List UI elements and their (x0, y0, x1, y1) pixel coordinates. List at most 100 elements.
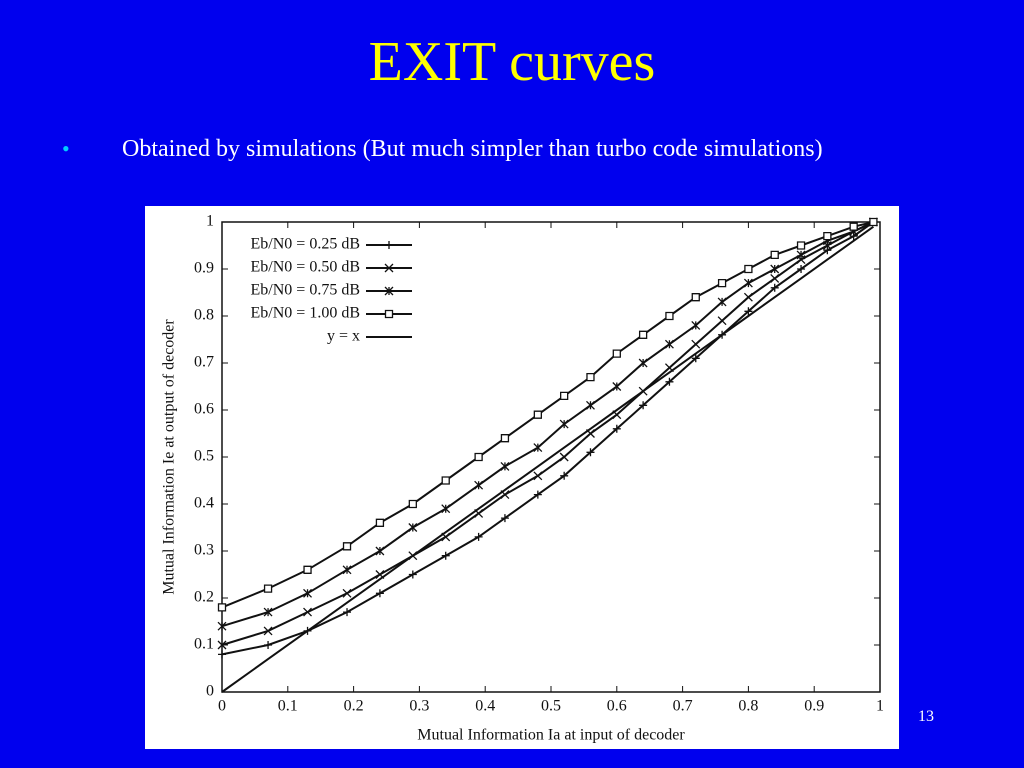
bullet-marker: • (62, 136, 70, 161)
marker (717, 278, 727, 288)
marker (638, 358, 648, 368)
marker (441, 551, 450, 560)
marker (770, 264, 780, 274)
marker (691, 354, 700, 363)
series-line (221, 225, 875, 693)
marker (217, 621, 227, 631)
marker (441, 504, 451, 514)
marker (408, 499, 417, 509)
marker (342, 565, 352, 575)
x-tick-label: 0.2 (344, 698, 364, 715)
legend-label: y = x (327, 328, 360, 345)
marker (375, 589, 384, 598)
marker (264, 641, 273, 649)
y-tick-label: 0.6 (194, 401, 214, 418)
slide-title: EXIT curves (368, 31, 656, 93)
x-tick-label: 0 (218, 698, 226, 715)
x-tick-label: 0.6 (607, 698, 627, 715)
marker (385, 241, 393, 249)
marker (500, 461, 510, 471)
marker (218, 650, 226, 659)
x-tick-label: 0.5 (541, 698, 561, 715)
marker (664, 339, 674, 349)
marker (691, 320, 701, 330)
marker (384, 309, 394, 319)
marker (441, 476, 450, 485)
marker (342, 588, 352, 598)
marker (263, 584, 273, 593)
marker (533, 471, 543, 481)
y-tick-label: 0.3 (194, 542, 214, 559)
marker (559, 452, 569, 462)
marker (263, 626, 273, 636)
x-tick-label: 0.4 (475, 698, 495, 715)
marker (744, 307, 753, 316)
marker (375, 546, 385, 556)
marker (343, 608, 352, 617)
y-tick-label: 0 (206, 683, 214, 700)
page-number: 13 (918, 708, 934, 725)
marker (474, 532, 483, 541)
marker (560, 391, 569, 401)
marker (665, 311, 674, 321)
marker (691, 293, 700, 302)
marker (586, 448, 595, 457)
marker (796, 250, 806, 260)
y-tick-label: 0.5 (194, 448, 214, 465)
marker (612, 349, 621, 358)
marker (743, 292, 753, 302)
marker (770, 283, 779, 292)
marker (560, 471, 569, 480)
marker (559, 419, 569, 429)
marker (500, 434, 510, 443)
marker (303, 588, 312, 598)
marker (744, 264, 753, 274)
marker (691, 339, 701, 349)
marker (217, 603, 227, 612)
marker (849, 222, 858, 231)
legend-label: Eb/N0 = 0.75 dB (251, 282, 360, 299)
marker (717, 297, 727, 307)
marker (797, 265, 806, 273)
x-tick-label: 0.9 (804, 698, 824, 715)
marker (796, 241, 806, 250)
marker (303, 607, 312, 617)
marker (474, 480, 484, 490)
marker (533, 490, 542, 499)
marker (375, 518, 385, 527)
legend-label: Eb/N0 = 0.50 dB (251, 259, 360, 276)
marker (263, 607, 273, 617)
bullet-text: Obtained by simulations (But much simple… (122, 136, 823, 162)
y-tick-label: 1 (206, 213, 214, 230)
marker (665, 377, 674, 386)
marker (586, 372, 595, 382)
marker (638, 330, 648, 339)
marker (217, 640, 227, 650)
y-tick-label: 0.9 (194, 260, 214, 277)
marker (743, 278, 753, 288)
x-tick-label: 0.8 (738, 698, 758, 715)
x-tick-label: 1 (876, 698, 884, 715)
marker (500, 514, 509, 523)
x-tick-label: 0.3 (409, 698, 429, 715)
marker (612, 382, 622, 391)
legend-label: Eb/N0 = 1.00 dB (251, 305, 360, 322)
marker (869, 217, 878, 227)
x-tick-label: 0.7 (673, 698, 693, 715)
marker (770, 273, 780, 283)
y-tick-label: 0.1 (194, 636, 214, 653)
marker (770, 250, 779, 260)
marker (823, 231, 832, 241)
marker (342, 542, 352, 551)
marker (612, 424, 621, 433)
marker (384, 286, 394, 296)
marker (823, 246, 832, 255)
marker (586, 400, 595, 410)
x-axis-label: Mutual Information Ia at input of decode… (417, 727, 685, 744)
marker (717, 316, 727, 326)
marker (533, 443, 543, 453)
x-tick-label: 0.1 (278, 698, 298, 715)
legend-label: Eb/N0 = 0.25 dB (251, 236, 360, 253)
